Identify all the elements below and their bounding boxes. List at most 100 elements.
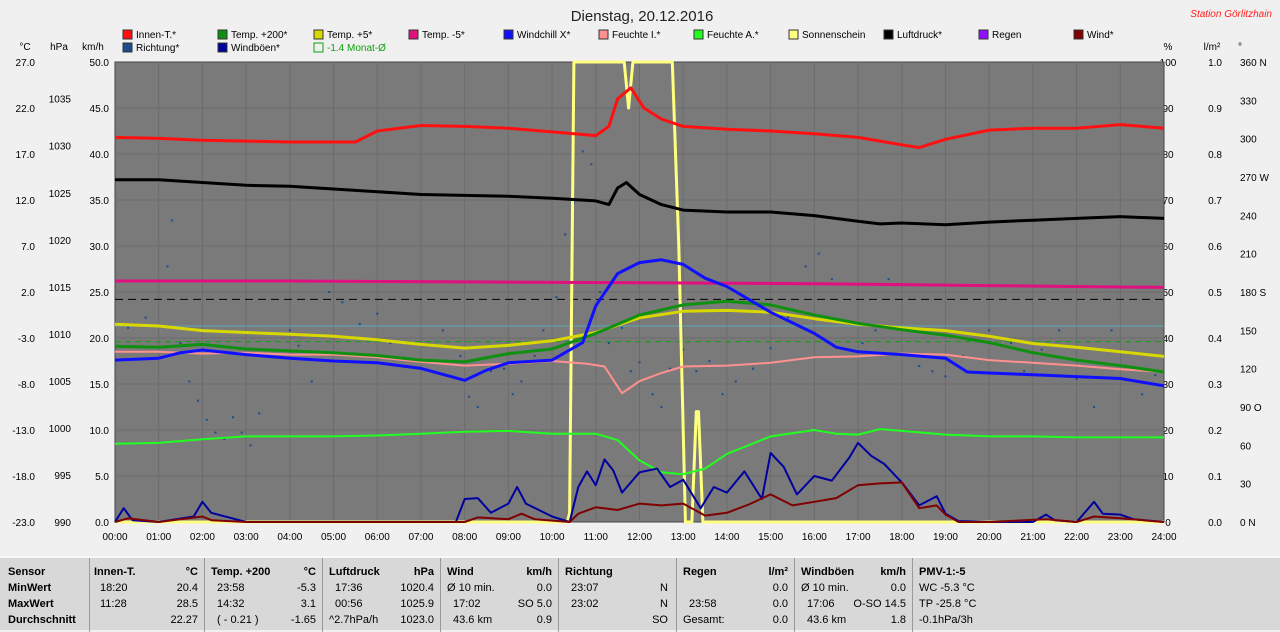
ytick-wind_kmh-1: 45.0 xyxy=(90,104,110,115)
stats-label-min: MinWert xyxy=(8,582,52,594)
richtung-point xyxy=(787,316,790,319)
ytick-temp_c-1: 22.0 xyxy=(16,104,36,115)
druck-avg-value: 1023.0 xyxy=(400,614,434,626)
wind-max-time: 17:02 xyxy=(453,598,481,610)
legend-swatch-11 xyxy=(122,42,133,53)
innen-avg-value: 22.27 xyxy=(170,614,198,626)
xtick-19: 19:00 xyxy=(933,532,958,543)
richtung-point xyxy=(232,416,235,419)
station-name: Station Görlitzhain xyxy=(1190,9,1272,20)
ytick-rain_lm2-7: 0.3 xyxy=(1208,380,1222,391)
stats-label-sensor: Sensor xyxy=(8,566,46,578)
ytick-percent-1: 90 xyxy=(1162,104,1174,115)
ytick-percent-2: 80 xyxy=(1162,150,1174,161)
boeen-max-value: O-SO 14.5 xyxy=(853,598,906,610)
ytick-rain_lm2-2: 0.8 xyxy=(1208,150,1222,161)
regen-total-value: 0.0 xyxy=(772,614,788,626)
pmv-dewpoint: TP -25.8 °C xyxy=(919,598,977,610)
xtick-4: 04:00 xyxy=(277,532,302,543)
ytick-rain_lm2-6: 0.4 xyxy=(1208,334,1222,345)
temp200-avg-value: -1.65 xyxy=(290,614,316,626)
y-axes: 27.0 22.0 17.0 12.0 7.0 2.0 -3.0 -8.0 -13.0 -18.0… xyxy=(12,58,1269,529)
unit-pressure: hPa xyxy=(50,42,68,53)
richtung-point xyxy=(476,406,479,408)
stats-col-pmv: PMV-1:-5 WC -5.3 °C TP -25.8 °C -0.1hPa/… xyxy=(913,558,1043,632)
richtung-point xyxy=(205,418,208,421)
richtung-point xyxy=(310,380,313,383)
legend-label-5: Feuchte I.* xyxy=(612,30,660,41)
ytick-temp_c-9: -18.0 xyxy=(12,472,35,483)
richtung-point xyxy=(599,291,602,293)
richtung-point xyxy=(564,233,567,236)
richtung-point xyxy=(1010,342,1013,345)
series-feuchte-a xyxy=(114,428,1164,476)
ytick-direction-2: 300 xyxy=(1240,135,1257,146)
ytick-pressure_hpa-9: 990 xyxy=(54,518,71,529)
legend-label-3: Temp. -5* xyxy=(422,30,465,41)
richtung-point xyxy=(376,312,379,315)
richtung-point xyxy=(861,342,864,345)
ytick-temp_c-10: -23.0 xyxy=(12,518,35,529)
ytick-temp_c-4: 7.0 xyxy=(21,242,35,253)
legend-label-12: Windböen* xyxy=(231,43,280,54)
legend-swatch-8 xyxy=(883,29,894,40)
ytick-wind_kmh-10: 0.0 xyxy=(95,518,109,529)
richtung-point xyxy=(721,393,724,396)
richtung-point xyxy=(341,301,344,304)
ytick-rain_lm2-8: 0.2 xyxy=(1208,426,1222,437)
ytick-percent-4: 60 xyxy=(1162,242,1174,253)
boeen-distance: 43.6 km xyxy=(807,614,847,626)
regen-max-time: 23:58 xyxy=(689,598,717,610)
x-axis: 00:00 01:00 02:00 03:00 04:00 05:00 06:00 07:00… xyxy=(102,532,1176,543)
ytick-pressure_hpa-4: 1015 xyxy=(49,283,72,294)
pmv-windchill: WC -5.3 °C xyxy=(919,582,975,594)
xtick-10: 10:00 xyxy=(540,532,565,543)
richtung-point xyxy=(459,354,462,357)
ytick-percent-0: 100 xyxy=(1160,58,1177,69)
ytick-percent-3: 70 xyxy=(1162,196,1174,207)
wind-min-time: Ø 10 min. xyxy=(447,582,495,594)
xtick-17: 17:00 xyxy=(846,532,871,543)
richtung-point xyxy=(887,278,890,281)
druck-min-time: 17:36 xyxy=(335,582,363,594)
ytick-wind_kmh-7: 15.0 xyxy=(90,380,110,391)
ytick-rain_lm2-10: 0.0 xyxy=(1208,518,1222,529)
xtick-24: 24:00 xyxy=(1151,532,1176,543)
richtung-point xyxy=(520,380,523,383)
druck-header: Luftdruck xyxy=(329,566,380,578)
richtung-header: Richtung xyxy=(565,566,613,578)
stats-label-avg: Durchschnitt xyxy=(8,614,76,626)
xtick-18: 18:00 xyxy=(889,532,914,543)
richtung-point xyxy=(1141,393,1144,396)
ytick-direction-8: 120 xyxy=(1240,365,1257,376)
richtung-point xyxy=(214,431,217,434)
ytick-temp_c-5: 2.0 xyxy=(21,288,35,299)
richtung-point xyxy=(621,326,624,329)
temp200-unit: °C xyxy=(303,566,316,578)
richtung-point xyxy=(1093,406,1096,408)
regen-min-value: 0.0 xyxy=(772,582,788,594)
ytick-temp_c-3: 12.0 xyxy=(16,196,36,207)
richtung-min-time: 23:07 xyxy=(571,582,599,594)
ytick-pressure_hpa-0: 1035 xyxy=(49,95,72,106)
richtung-point xyxy=(660,406,663,408)
legend-swatch-7 xyxy=(788,29,799,40)
wind-header: Wind xyxy=(447,566,474,578)
temp200-min-time: 23:58 xyxy=(217,582,245,594)
richtung-point xyxy=(389,342,392,345)
stats-col-labels: Sensor MinWert MaxWert Durchschnitt xyxy=(0,558,90,632)
legend-label-0: Innen-T.* xyxy=(136,30,176,41)
boeen-min-time: Ø 10 min. xyxy=(801,582,849,594)
pmv-pressure-trend: -0.1hPa/3h xyxy=(919,614,973,626)
pmv-header: PMV-1:-5 xyxy=(919,566,966,578)
richtung-point xyxy=(629,370,632,373)
ytick-pressure_hpa-5: 1010 xyxy=(49,330,72,341)
legend-swatch-3 xyxy=(408,29,419,40)
temp200-header: Temp. +200 xyxy=(211,566,271,578)
legend-label-4: Windchill X* xyxy=(517,30,570,41)
richtung-point xyxy=(441,329,444,332)
richtung-point xyxy=(638,361,641,364)
series-lines xyxy=(114,60,1165,524)
richtung-point xyxy=(708,360,711,362)
richtung-point xyxy=(166,265,169,268)
